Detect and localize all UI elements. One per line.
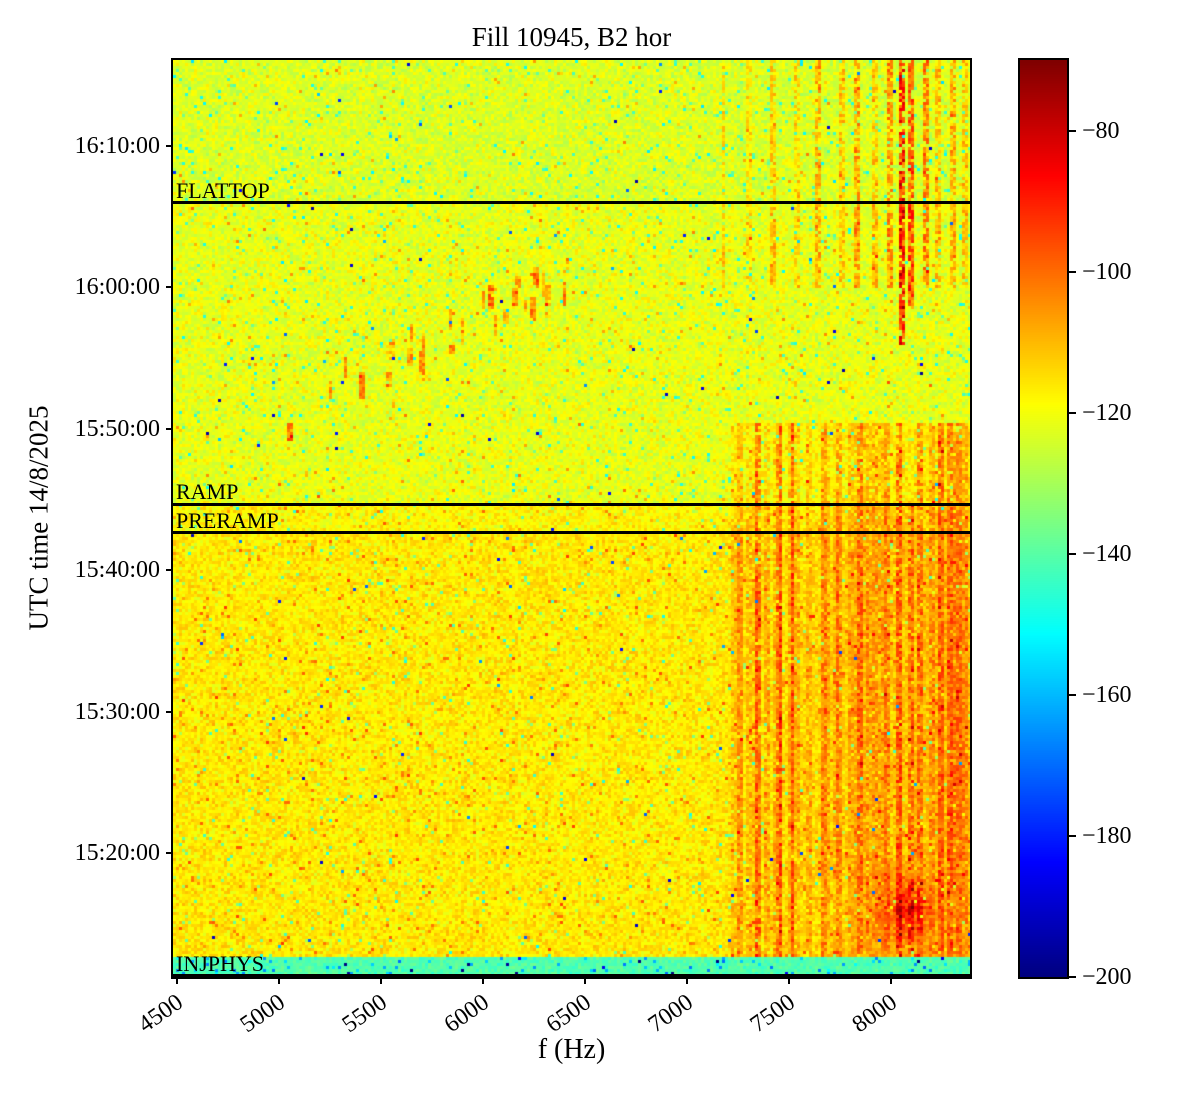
x-tick-label-text: 7500 [745, 989, 800, 1039]
marker-label-ramp: RAMP [176, 479, 239, 505]
marker-label-preramp: PRERAMP [176, 507, 279, 533]
y-tick-mark [166, 145, 173, 148]
colorbar-tick-mark [1069, 129, 1076, 132]
x-tick-mark [176, 977, 179, 984]
y-tick-label: 15:20:00 [74, 840, 160, 867]
marker-line-preramp [173, 531, 970, 535]
y-tick-mark [166, 710, 173, 713]
x-tick-mark [277, 977, 280, 984]
x-tick-label-text: 8000 [847, 989, 902, 1039]
colorbar-tick-label: −160 [1082, 681, 1132, 708]
y-tick-mark [166, 569, 173, 572]
colorbar-tick-mark [1069, 411, 1076, 414]
x-tick-label-text: 6500 [541, 989, 596, 1039]
spectrogram-heatmap [173, 60, 970, 977]
x-tick-label-text: 6000 [439, 989, 494, 1039]
x-tick-label-text: 5500 [337, 989, 392, 1039]
colorbar-tick-mark [1069, 552, 1076, 555]
colorbar-tick-label: −120 [1082, 399, 1132, 426]
colorbar-tick-label: −100 [1082, 258, 1132, 285]
marker-label-flattop: FLATTOP [176, 177, 270, 203]
marker-label-injphys: INJPHYS [176, 950, 265, 976]
x-tick-mark [379, 977, 382, 984]
x-tick-mark [481, 977, 484, 984]
colorbar-tick-mark [1069, 693, 1076, 696]
y-tick-label: 16:00:00 [74, 274, 160, 301]
x-tick-mark [787, 977, 790, 984]
y-tick-label: 15:40:00 [74, 557, 160, 584]
colorbar-tick-label: −180 [1082, 822, 1132, 849]
colorbar-tick-mark [1069, 834, 1076, 837]
x-tick-mark [889, 977, 892, 984]
y-tick-label: 15:30:00 [74, 698, 160, 725]
colorbar-tick-label: −140 [1082, 540, 1132, 567]
x-axis-label: f (Hz) [537, 1034, 606, 1065]
x-tick-label-text: 4500 [133, 989, 188, 1039]
marker-line-flattop [173, 201, 970, 205]
colorbar-tick-mark [1069, 976, 1076, 978]
y-tick-label: 15:50:00 [74, 415, 160, 442]
plot-title: Fill 10945, B2 hor [471, 22, 672, 52]
x-tick-mark [685, 977, 688, 984]
colorbar-tick-label: −200 [1082, 964, 1132, 990]
x-tick-mark [583, 977, 586, 984]
colorbar-gradient [1020, 60, 1067, 977]
colorbar-tick-mark [1069, 270, 1076, 273]
x-tick-label-text: 5000 [235, 989, 290, 1039]
y-tick-label: 16:10:00 [74, 133, 160, 160]
marker-line-injphys [173, 974, 970, 978]
x-tick-label-text: 7000 [643, 989, 698, 1039]
y-tick-mark [166, 286, 173, 289]
colorbar-tick-label: −80 [1082, 117, 1120, 144]
marker-line-ramp [173, 502, 970, 506]
y-tick-mark [166, 427, 173, 430]
y-tick-mark [166, 852, 173, 855]
